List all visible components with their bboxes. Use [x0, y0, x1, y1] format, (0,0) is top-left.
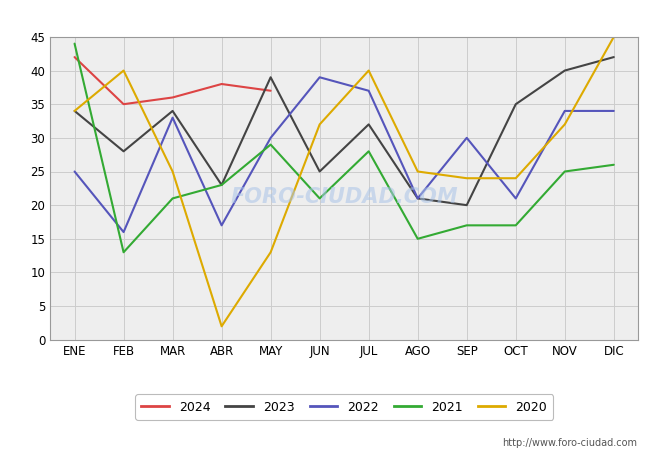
2020 — [512, 176, 519, 181]
Line: 2022: 2022 — [75, 77, 614, 232]
2021 — [266, 142, 274, 147]
Legend: 2024, 2023, 2022, 2021, 2020: 2024, 2023, 2022, 2021, 2020 — [135, 395, 553, 420]
2023 — [561, 68, 569, 73]
2023 — [120, 148, 127, 154]
2020 — [610, 34, 617, 40]
Text: FORO-CIUDAD.COM: FORO-CIUDAD.COM — [230, 187, 458, 207]
2022 — [71, 169, 79, 174]
2023 — [218, 182, 226, 188]
2020 — [365, 68, 372, 73]
2021 — [463, 223, 471, 228]
Text: http://www.foro-ciudad.com: http://www.foro-ciudad.com — [502, 438, 637, 448]
Line: 2021: 2021 — [75, 44, 614, 252]
2024 — [71, 54, 79, 60]
2020 — [169, 169, 177, 174]
2021 — [218, 182, 226, 188]
2022 — [610, 108, 617, 114]
2022 — [266, 135, 274, 140]
2022 — [169, 115, 177, 120]
2022 — [218, 223, 226, 228]
2022 — [561, 108, 569, 114]
2024 — [120, 102, 127, 107]
2023 — [316, 169, 324, 174]
2021 — [169, 196, 177, 201]
2024 — [169, 95, 177, 100]
2023 — [512, 102, 519, 107]
2020 — [561, 122, 569, 127]
2020 — [71, 108, 79, 114]
2020 — [463, 176, 471, 181]
2021 — [365, 148, 372, 154]
2022 — [512, 196, 519, 201]
2023 — [169, 108, 177, 114]
2021 — [120, 250, 127, 255]
2020 — [218, 324, 226, 329]
Line: 2023: 2023 — [75, 57, 614, 205]
Line: 2024: 2024 — [75, 57, 270, 104]
2020 — [414, 169, 422, 174]
2023 — [463, 202, 471, 208]
2024 — [266, 88, 274, 94]
2022 — [316, 75, 324, 80]
2022 — [120, 230, 127, 235]
2022 — [414, 196, 422, 201]
2023 — [414, 196, 422, 201]
2021 — [414, 236, 422, 242]
2023 — [610, 54, 617, 60]
2021 — [71, 41, 79, 46]
2023 — [266, 75, 274, 80]
2021 — [610, 162, 617, 167]
2020 — [266, 250, 274, 255]
Text: Matriculaciones de Vehiculos en Cubelles: Matriculaciones de Vehiculos en Cubelles — [132, 7, 518, 25]
2022 — [365, 88, 372, 94]
2020 — [316, 122, 324, 127]
2024 — [218, 81, 226, 87]
2022 — [463, 135, 471, 140]
2020 — [120, 68, 127, 73]
2021 — [512, 223, 519, 228]
2023 — [71, 108, 79, 114]
2021 — [316, 196, 324, 201]
2023 — [365, 122, 372, 127]
2021 — [561, 169, 569, 174]
Line: 2020: 2020 — [75, 37, 614, 326]
